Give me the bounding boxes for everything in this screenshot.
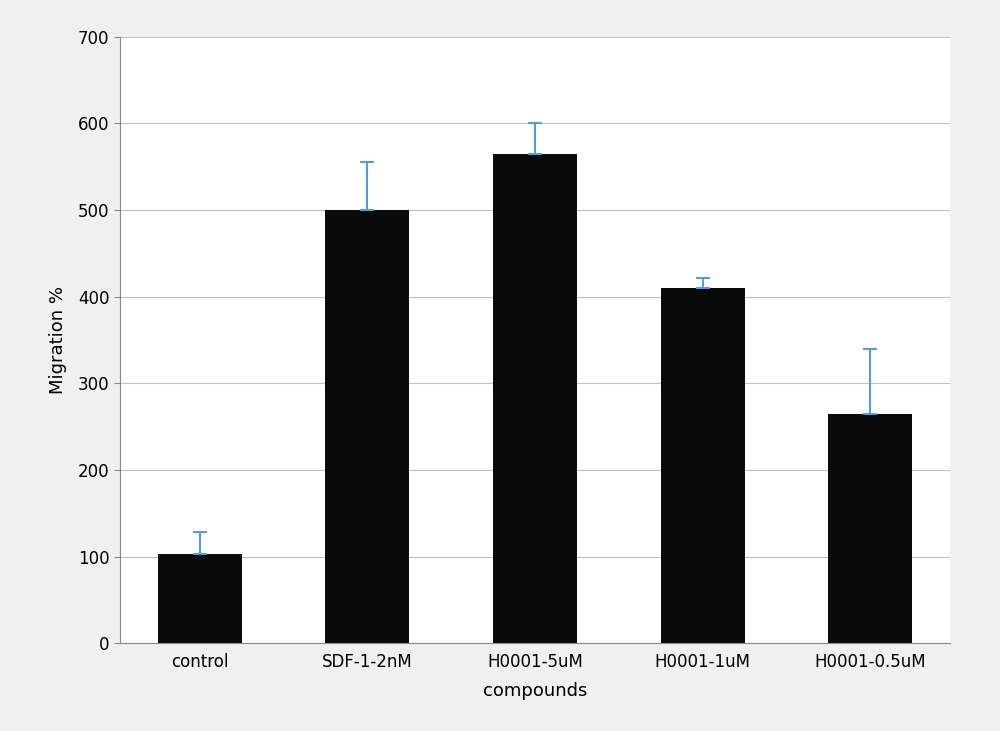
- Bar: [828, 414, 912, 643]
- Y-axis label: Migration %: Migration %: [49, 286, 67, 394]
- Bar: [661, 288, 745, 643]
- Bar: [325, 210, 409, 643]
- Bar: [158, 554, 242, 643]
- X-axis label: compounds: compounds: [483, 682, 587, 700]
- Bar: [493, 154, 577, 643]
